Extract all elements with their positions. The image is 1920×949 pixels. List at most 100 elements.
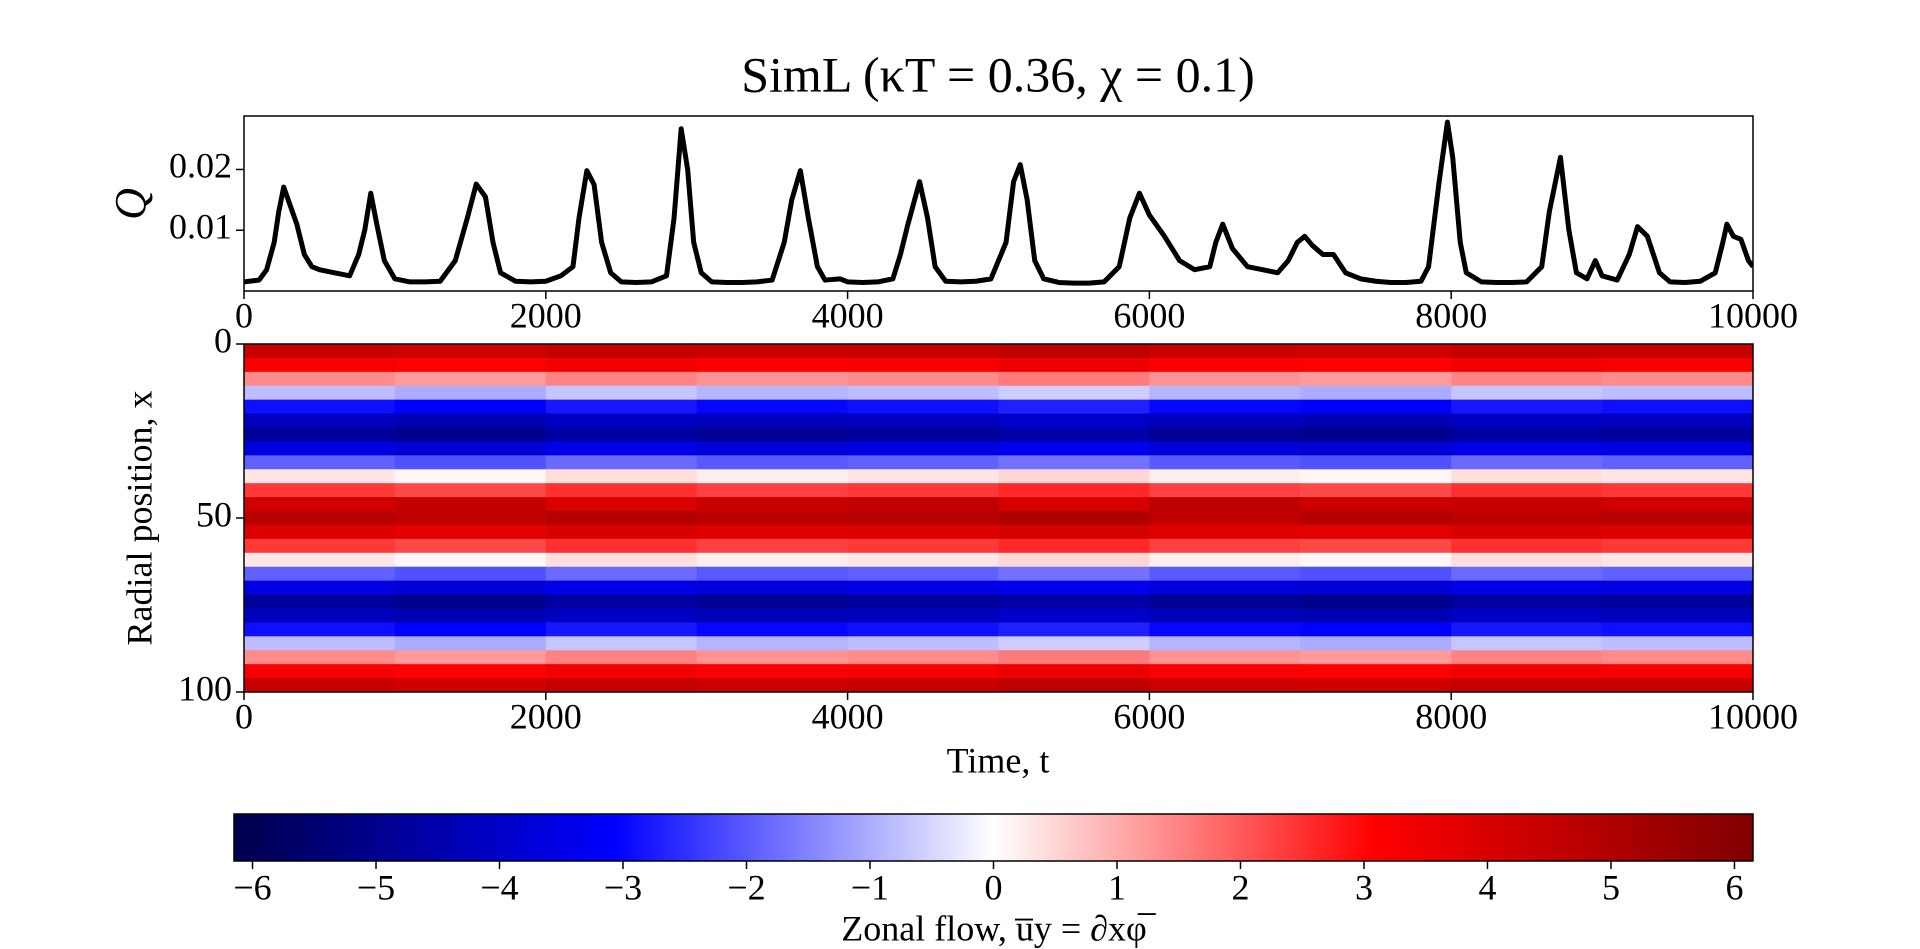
heat-cell <box>394 664 547 679</box>
heat-cell <box>244 455 396 470</box>
heat-cell <box>1451 538 1603 554</box>
heat-cell <box>1149 538 1301 554</box>
heat-cell <box>545 385 698 401</box>
heat-cell <box>696 455 849 470</box>
heat-cell <box>998 636 1150 651</box>
heat-cell <box>545 580 698 596</box>
colorbar-tick-label: 1 <box>1108 867 1126 907</box>
heat-cell <box>244 678 396 693</box>
heat-cell <box>244 594 396 609</box>
x-tick-label: 10000 <box>1708 295 1798 335</box>
heat-cell <box>847 650 999 665</box>
heat-cell <box>1602 538 1754 554</box>
heat-cell <box>1149 566 1301 582</box>
heat-cell <box>1300 678 1452 693</box>
heat-cell <box>1451 441 1603 456</box>
heat-cell <box>1451 413 1603 429</box>
heat-cell <box>1149 636 1301 651</box>
heat-cell <box>1149 497 1301 512</box>
heat-cell <box>1602 566 1754 582</box>
heat-cell <box>696 441 849 456</box>
heat-cell <box>1602 678 1754 693</box>
colorbar-tick-label: 3 <box>1355 867 1373 907</box>
heat-cell <box>1149 344 1301 359</box>
heat-cell <box>394 385 547 401</box>
x-tick-label: 6000 <box>1113 696 1185 736</box>
heat-cell <box>847 427 999 442</box>
heat-cell <box>847 497 999 512</box>
heat-cell <box>1602 455 1754 470</box>
heat-cell <box>1300 538 1452 554</box>
y-axis-label: Radial position, x <box>119 391 159 646</box>
heat-cell <box>394 469 547 484</box>
heat-cell <box>1451 594 1603 609</box>
heat-cell <box>244 427 396 442</box>
heat-cell <box>244 511 396 526</box>
heat-cell <box>1451 497 1603 512</box>
heat-cell <box>545 566 698 582</box>
y-axis-label: Q <box>106 188 155 220</box>
heat-cell <box>244 636 396 651</box>
heat-cell <box>998 344 1150 359</box>
heat-cell <box>696 594 849 609</box>
heat-cell <box>1149 678 1301 693</box>
heat-cell <box>998 524 1150 540</box>
heat-cell <box>696 511 849 526</box>
x-tick-label: 4000 <box>812 295 884 335</box>
heat-cell <box>394 511 547 526</box>
heat-cell <box>998 371 1150 387</box>
colorbar-tick-label: −5 <box>357 867 395 907</box>
chart-title: SimL (κT = 0.36, χ = 0.1) <box>741 46 1255 102</box>
heat-cell <box>998 552 1150 568</box>
heat-cell <box>1300 455 1452 470</box>
heat-cell <box>1149 622 1301 637</box>
heat-cell <box>244 371 396 387</box>
colorbar-tick-label: −3 <box>604 867 642 907</box>
y-tick-label: 0.02 <box>169 146 232 186</box>
heat-cell <box>696 622 849 637</box>
heat-cell <box>847 344 999 359</box>
heat-cell <box>1451 483 1603 498</box>
heat-cell <box>1149 664 1301 679</box>
heat-cell <box>998 413 1150 429</box>
heat-cell <box>394 455 547 470</box>
heat-cell <box>545 344 698 359</box>
heat-cell <box>1300 622 1452 637</box>
heat-cell <box>1149 511 1301 526</box>
x-tick-label: 2000 <box>510 696 582 736</box>
heat-cell <box>394 678 547 693</box>
heat-cell <box>1300 357 1452 373</box>
x-tick-label: 8000 <box>1415 295 1487 335</box>
heat-cell <box>1300 552 1452 568</box>
heat-cell <box>394 636 547 651</box>
heat-cell <box>394 594 547 609</box>
heat-cell <box>998 385 1150 401</box>
heat-cell <box>696 344 849 359</box>
x-tick-label: 6000 <box>1113 295 1185 335</box>
heat-cell <box>1149 552 1301 568</box>
heat-cell <box>1149 524 1301 540</box>
heat-cell <box>847 566 999 582</box>
heat-cell <box>1300 497 1452 512</box>
heat-cell <box>244 580 396 596</box>
heat-cell <box>998 594 1150 609</box>
heat-cell <box>847 594 999 609</box>
heat-cell <box>394 427 547 442</box>
heat-cell <box>545 371 698 387</box>
heat-cell <box>1602 497 1754 512</box>
heat-cell <box>1602 580 1754 596</box>
heat-cell <box>244 399 396 415</box>
heat-cell <box>1300 371 1452 387</box>
heat-cell <box>696 566 849 582</box>
heat-cell <box>1451 469 1603 484</box>
heat-cell <box>1149 580 1301 596</box>
heat-cell <box>545 678 698 693</box>
heat-cell <box>1602 344 1754 359</box>
heat-cell <box>1602 594 1754 609</box>
heat-cell <box>545 469 698 484</box>
heat-cell <box>394 622 547 637</box>
heat-cell <box>244 566 396 582</box>
heat-cell <box>847 371 999 387</box>
heat-cell <box>998 511 1150 526</box>
heat-cell <box>394 580 547 596</box>
